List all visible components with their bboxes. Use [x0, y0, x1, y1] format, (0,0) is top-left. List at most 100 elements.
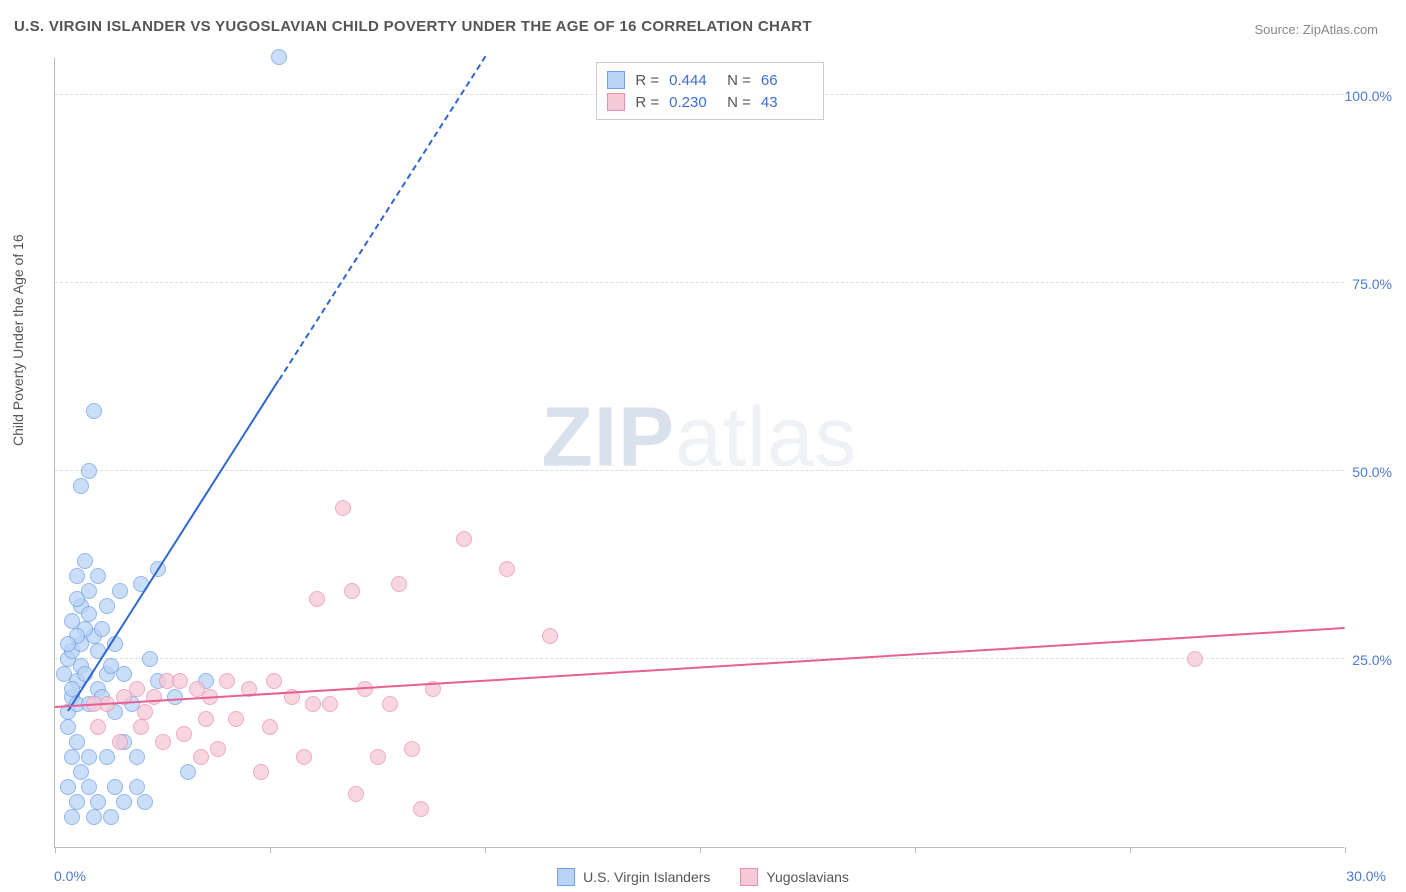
data-point: [69, 591, 85, 607]
data-point: [81, 779, 97, 795]
data-point: [172, 673, 188, 689]
data-point: [382, 696, 398, 712]
data-point: [60, 719, 76, 735]
data-point: [344, 583, 360, 599]
chart-title: U.S. VIRGIN ISLANDER VS YUGOSLAVIAN CHIL…: [14, 18, 812, 35]
y-tick-label: 75.0%: [1352, 276, 1392, 292]
data-point: [86, 809, 102, 825]
legend-item-series-1: U.S. Virgin Islanders: [557, 868, 710, 886]
data-point: [198, 711, 214, 727]
trend-line: [55, 627, 1345, 708]
stats-row: R = 0.444 N = 66: [607, 69, 809, 91]
stats-swatch: [607, 93, 625, 111]
data-point: [103, 809, 119, 825]
data-point: [56, 666, 72, 682]
legend-swatch-1: [557, 868, 575, 886]
x-tick: [270, 847, 271, 853]
data-point: [413, 801, 429, 817]
data-point: [116, 666, 132, 682]
data-point: [81, 606, 97, 622]
data-point: [107, 779, 123, 795]
x-axis-min-label: 0.0%: [54, 868, 86, 884]
y-tick-label: 100.0%: [1345, 88, 1392, 104]
data-point: [391, 576, 407, 592]
data-point: [167, 689, 183, 705]
data-point: [90, 568, 106, 584]
n-value: 66: [761, 72, 809, 89]
data-point: [499, 561, 515, 577]
data-point: [228, 711, 244, 727]
n-label: N =: [727, 72, 751, 89]
y-axis-label: Child Poverty Under the Age of 16: [10, 234, 26, 446]
data-point: [112, 583, 128, 599]
data-point: [129, 749, 145, 765]
legend-label-1: U.S. Virgin Islanders: [583, 869, 710, 885]
data-point: [370, 749, 386, 765]
legend-item-series-2: Yugoslavians: [740, 868, 849, 886]
data-point: [90, 719, 106, 735]
data-point: [335, 500, 351, 516]
plot-area: ZIPatlas R =0.444N =66R =0.230N =43: [54, 58, 1344, 848]
data-point: [137, 794, 153, 810]
data-point: [90, 794, 106, 810]
data-point: [60, 779, 76, 795]
data-point: [129, 681, 145, 697]
data-point: [60, 636, 76, 652]
data-point: [542, 628, 558, 644]
y-tick-label: 50.0%: [1352, 464, 1392, 480]
data-point: [99, 598, 115, 614]
stats-row: R = 0.230 N = 43: [607, 91, 809, 113]
data-point: [180, 764, 196, 780]
legend-swatch-2: [740, 868, 758, 886]
y-tick-label: 25.0%: [1352, 652, 1392, 668]
data-point: [137, 704, 153, 720]
trend-line: [67, 379, 279, 711]
r-value: 0.444: [669, 72, 717, 89]
data-point: [112, 734, 128, 750]
data-point: [176, 726, 192, 742]
data-point: [69, 734, 85, 750]
data-point: [129, 779, 145, 795]
data-point: [77, 553, 93, 569]
legend-bottom: U.S. Virgin Islanders Yugoslavians: [557, 868, 849, 886]
data-point: [64, 809, 80, 825]
trend-line-dashed: [278, 55, 486, 380]
data-point: [69, 568, 85, 584]
data-point: [81, 749, 97, 765]
stats-swatch: [607, 71, 625, 89]
data-point: [116, 794, 132, 810]
data-point: [142, 651, 158, 667]
source-attribution: Source: ZipAtlas.com: [1254, 22, 1378, 37]
data-point: [348, 786, 364, 802]
r-label: R =: [635, 72, 659, 89]
data-point: [193, 749, 209, 765]
data-point: [155, 734, 171, 750]
x-tick: [915, 847, 916, 853]
data-point: [86, 403, 102, 419]
data-point: [1187, 651, 1203, 667]
data-point: [99, 749, 115, 765]
data-point: [94, 621, 110, 637]
x-tick: [485, 847, 486, 853]
n-value: 43: [761, 94, 809, 111]
data-point: [305, 696, 321, 712]
x-axis-max-label: 30.0%: [1346, 868, 1386, 884]
x-tick: [700, 847, 701, 853]
data-point: [456, 531, 472, 547]
gridline: [55, 658, 1344, 659]
data-point: [271, 49, 287, 65]
data-point: [210, 741, 226, 757]
data-point: [133, 719, 149, 735]
data-point: [253, 764, 269, 780]
data-point: [309, 591, 325, 607]
data-point: [73, 478, 89, 494]
data-point: [73, 764, 89, 780]
n-label: N =: [727, 94, 751, 111]
data-point: [262, 719, 278, 735]
data-point: [219, 673, 235, 689]
r-value: 0.230: [669, 94, 717, 111]
data-point: [266, 673, 282, 689]
data-point: [64, 749, 80, 765]
data-point: [404, 741, 420, 757]
r-label: R =: [635, 94, 659, 111]
